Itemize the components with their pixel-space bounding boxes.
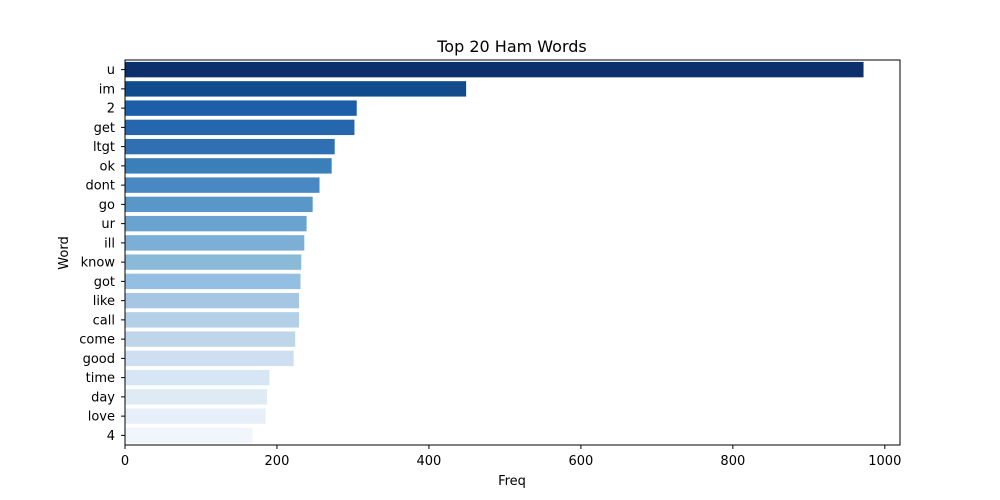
bar-call [125,312,299,328]
bar-ltgt [125,138,335,155]
y-axis-label: Word [57,236,72,269]
bar-good [125,350,294,367]
y-tick-label: know [81,256,116,271]
bar-come [125,331,296,347]
y-tick-label: im [99,82,115,97]
y-axis-ticks: u im 2 get ltgt ok dont go ur ill know got like call c… [79,63,125,444]
y-tick-label: ur [101,217,115,232]
y-tick-label: u [107,63,115,78]
x-tick-label: 800 [720,454,745,469]
y-tick-label: day [91,390,115,405]
y-tick-label: 4 [107,429,115,444]
bar-ill [125,235,305,251]
x-axis-label: Freq [498,474,526,489]
bar-2 [125,100,357,116]
x-tick-label: 400 [417,454,442,469]
bars-group [125,61,864,444]
y-tick-label: ill [104,236,115,251]
x-tick-label: 600 [568,454,593,469]
y-tick-label: ok [100,159,116,174]
bar-got [125,273,301,290]
x-tick-label: 1000 [868,454,901,469]
y-tick-label: call [93,313,115,328]
x-tick-label: 0 [121,454,129,469]
plot-frame [124,59,901,446]
bar-get [125,119,355,136]
y-tick-label: time [86,371,115,386]
y-tick-label: get [94,121,115,136]
bar-time [125,369,270,386]
bar-4 [125,427,253,444]
y-tick-label: good [83,352,115,367]
chart-title: Top 20 Ham Words [436,37,587,56]
y-tick-label: dont [85,179,115,194]
y-tick-label: love [88,410,115,425]
y-tick-label: got [94,275,115,290]
bar-im [125,81,467,97]
bar-love [125,408,266,424]
y-tick-label: go [99,198,115,213]
bar-day [125,389,268,405]
x-tick-label: 200 [265,454,290,469]
bar-like [125,292,299,309]
bar-go [125,196,313,213]
y-tick-label: like [93,294,115,309]
bar-dont [125,177,320,193]
x-axis-ticks: 0 200 400 600 800 1000 [121,445,901,469]
y-tick-label: ltgt [93,140,115,155]
bar-u [125,61,864,78]
bar-ok [125,158,332,174]
y-tick-label: come [79,333,115,348]
y-tick-label: 2 [107,102,115,117]
bar-ur [125,215,307,232]
bar-know [125,254,302,270]
